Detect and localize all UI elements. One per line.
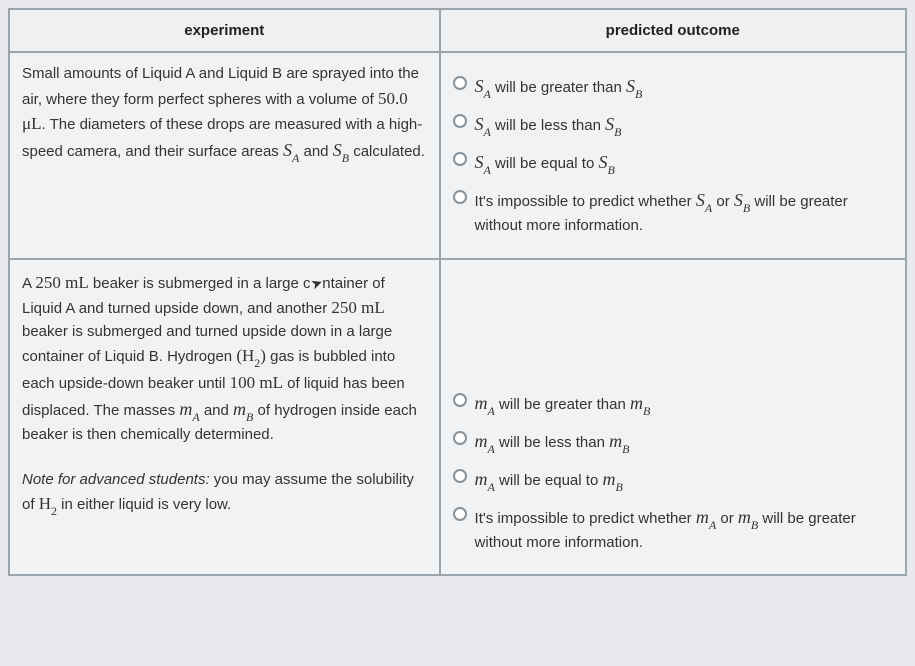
table-row: A 250 mL beaker is submerged in a large … <box>9 259 906 576</box>
option-text: It's impossible to predict whether SA or… <box>475 187 893 238</box>
radio-option-m-impossible[interactable]: It's impossible to predict whether mA or… <box>453 504 893 555</box>
radio-option-s-impossible[interactable]: It's impossible to predict whether SA or… <box>453 187 893 238</box>
header-outcome: predicted outcome <box>440 9 906 52</box>
experiment-1-text: Small amounts of Liquid A and Liquid B a… <box>9 52 440 259</box>
experiment-2-text: A 250 mL beaker is submerged in a large … <box>9 259 440 576</box>
option-text: SA will be greater than SB <box>475 73 893 101</box>
option-text: mA will be greater than mB <box>475 390 893 418</box>
table-row: Small amounts of Liquid A and Liquid B a… <box>9 52 906 259</box>
radio-option-s-less[interactable]: SA will be less than SB <box>453 111 893 139</box>
outcome-2-options: mA will be greater than mB mA will be le… <box>440 259 906 576</box>
radio-icon <box>453 190 467 204</box>
radio-option-m-equal[interactable]: mA will be equal to mB <box>453 466 893 494</box>
radio-icon <box>453 114 467 128</box>
note-label: Note for advanced students: <box>22 471 210 488</box>
radio-icon <box>453 393 467 407</box>
radio-icon <box>453 507 467 521</box>
radio-option-m-greater[interactable]: mA will be greater than mB <box>453 390 893 418</box>
experiment-table: experiment predicted outcome Small amoun… <box>8 8 907 576</box>
option-text: SA will be equal to SB <box>475 149 893 177</box>
option-text: SA will be less than SB <box>475 111 893 139</box>
radio-option-m-less[interactable]: mA will be less than mB <box>453 428 893 456</box>
radio-icon <box>453 431 467 445</box>
radio-option-s-greater[interactable]: SA will be greater than SB <box>453 73 893 101</box>
radio-icon <box>453 469 467 483</box>
radio-option-s-equal[interactable]: SA will be equal to SB <box>453 149 893 177</box>
option-text: It's impossible to predict whether mA or… <box>475 504 893 555</box>
header-experiment: experiment <box>9 9 440 52</box>
outcome-1-options: SA will be greater than SB SA will be le… <box>440 52 906 259</box>
option-text: mA will be equal to mB <box>475 466 893 494</box>
radio-icon <box>453 152 467 166</box>
option-text: mA will be less than mB <box>475 428 893 456</box>
radio-icon <box>453 76 467 90</box>
